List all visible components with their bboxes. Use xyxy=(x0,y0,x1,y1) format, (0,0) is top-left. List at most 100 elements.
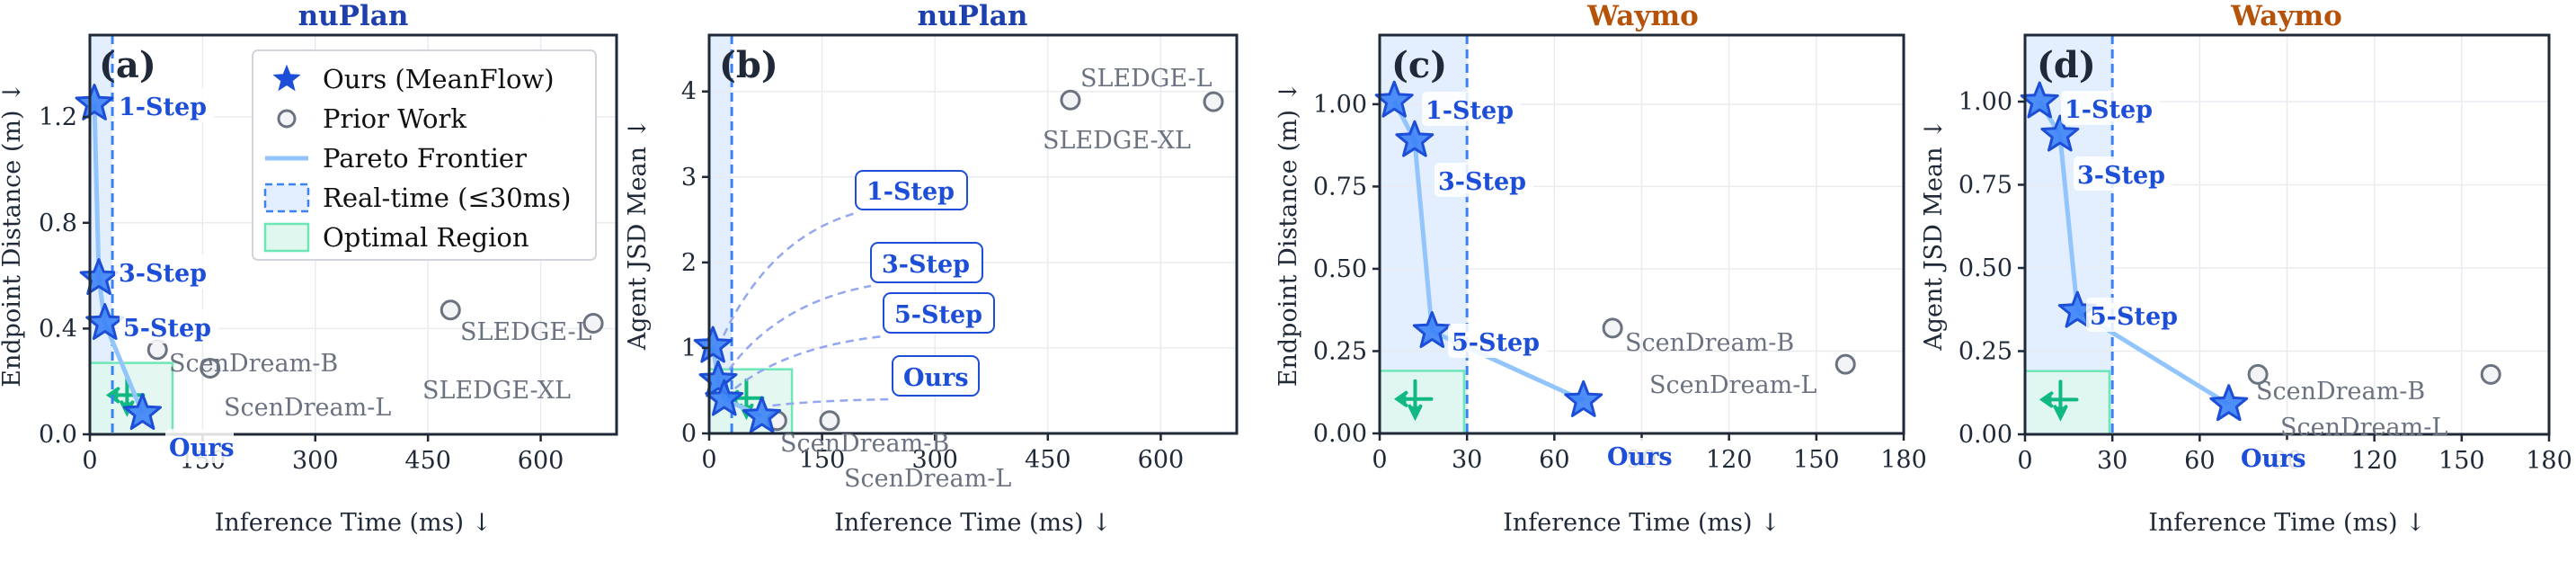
panel-tag: (a) xyxy=(99,44,156,86)
step-label-bg xyxy=(2074,156,2172,191)
callout-box xyxy=(855,170,968,210)
y-tick-label: 0.25 xyxy=(1313,337,1367,365)
prior-work-circle-icon xyxy=(819,410,840,432)
x-axis-label: Inference Time (ms) ↓ xyxy=(2148,509,2426,537)
y-tick-label: 0 xyxy=(681,420,697,448)
x-tick-label: 30 xyxy=(2097,447,2127,475)
step-label-bg xyxy=(2237,440,2305,474)
legend-optimal-icon xyxy=(263,222,310,253)
prior-work-label: ScenDream-B xyxy=(169,350,338,378)
legend-realtime-icon xyxy=(263,183,310,213)
axes-frame xyxy=(707,33,1239,435)
step-label: Ours xyxy=(1607,443,1673,471)
step-label-bg xyxy=(1435,163,1533,197)
optimal-region xyxy=(1378,370,1466,435)
y-tick-label: 1.2 xyxy=(39,103,77,131)
prior-work-circle-icon xyxy=(2480,363,2501,385)
y-axis-label: Endpoint Distance (m) ↓ xyxy=(0,82,26,387)
y-tick-label: 1.00 xyxy=(1313,91,1367,119)
step-label: Ours xyxy=(2241,445,2306,473)
pareto-frontier-line xyxy=(2038,100,2231,406)
ours-star-icon xyxy=(1395,120,1435,157)
y-tick-label: 0.75 xyxy=(1313,173,1367,201)
x-tick-label: 180 xyxy=(1880,446,1927,474)
prior-work-label: SLEDGE-XL xyxy=(1043,127,1191,155)
prior-work-circle-icon xyxy=(440,299,461,321)
step-label: 5-Step xyxy=(2090,303,2178,331)
x-tick-label: 60 xyxy=(1539,446,1569,474)
step-label: 5-Step xyxy=(1452,329,1540,357)
step-label-bg xyxy=(115,254,214,289)
step-label-bg xyxy=(2061,91,2160,125)
legend-item-label: Ours (MeanFlow) xyxy=(323,64,555,94)
x-tick-label: 120 xyxy=(2351,447,2398,475)
x-axis-label: Inference Time (ms) ↓ xyxy=(1503,509,1781,537)
prior-work-circle-icon xyxy=(1203,91,1224,112)
legend-box xyxy=(252,49,597,261)
callout-box xyxy=(892,355,980,397)
prior-work-circle-icon xyxy=(1602,317,1623,339)
prior-work-label: ScenDream-L xyxy=(2280,414,2447,442)
step-label: 5-Step xyxy=(123,315,211,343)
callout-box xyxy=(870,242,983,283)
panel-title: nuPlan xyxy=(298,0,409,32)
step-label: 3-Step xyxy=(882,251,970,279)
x-tick-label: 0 xyxy=(2017,447,2032,475)
ours-star-icon xyxy=(698,360,738,397)
legend-item-label: Prior Work xyxy=(323,103,466,134)
prior-work-circle-icon xyxy=(2247,363,2269,385)
panel-tag: (d) xyxy=(2037,44,2096,86)
ours-star-icon xyxy=(85,303,125,340)
step-label: 3-Step xyxy=(2077,162,2165,190)
x-tick-label: 0 xyxy=(701,446,716,474)
x-tick-label: 150 xyxy=(2438,447,2485,475)
x-axis-label: Inference Time (ms) ↓ xyxy=(215,509,493,537)
optimal-region xyxy=(2023,370,2111,436)
arrow-left-head xyxy=(2039,391,2054,408)
y-tick-label: 0.50 xyxy=(1313,255,1367,283)
callout-box xyxy=(883,292,995,334)
x-tick-label: 150 xyxy=(799,446,846,474)
arrow-down-head xyxy=(1408,404,1423,422)
y-tick-label: 4 xyxy=(681,78,697,106)
step-label-bg xyxy=(1422,92,1521,126)
ours-star-icon xyxy=(693,326,733,363)
prior-work-label: SLEDGE-L xyxy=(460,318,592,346)
panel-title: Waymo xyxy=(2230,0,2342,32)
prior-work-label: ScenDream-B xyxy=(780,430,949,458)
x-tick-label: 180 xyxy=(2526,447,2572,475)
optimal-arrow-icon xyxy=(2039,379,2079,422)
panel-tag: (c) xyxy=(1391,44,1447,86)
pareto-frontier-line xyxy=(92,103,145,415)
step-label: 5-Step xyxy=(894,301,982,329)
panel-tag: (b) xyxy=(719,44,778,86)
callout-leader-line xyxy=(728,284,872,370)
step-label: 3-Step xyxy=(1438,168,1526,196)
prior-work-label: SLEDGE-XL xyxy=(422,377,571,405)
step-label-bg xyxy=(1603,438,1672,472)
y-tick-label: 0.75 xyxy=(1959,172,2012,200)
x-tick-label: 450 xyxy=(1025,446,1071,474)
y-tick-label: 0.0 xyxy=(39,421,77,449)
legend-circle-icon xyxy=(277,109,297,129)
step-label-bg xyxy=(2086,298,2185,332)
ours-star-icon xyxy=(2209,384,2249,422)
prior-work-label: ScenDream-L xyxy=(1649,371,1817,399)
y-tick-label: 0.00 xyxy=(1959,421,2012,449)
step-label-bg xyxy=(1448,324,1547,358)
y-axis-label: Endpoint Distance (m) ↓ xyxy=(1275,82,1302,387)
arrow-down-head xyxy=(2053,405,2068,422)
optimal-region xyxy=(88,361,174,436)
axes-frame xyxy=(88,33,618,436)
ours-star-icon xyxy=(2040,114,2080,152)
panel-title: Waymo xyxy=(1586,0,1699,32)
legend: Ours (MeanFlow) Prior Work Pareto Frontier… xyxy=(252,49,597,261)
panel-title: nuPlan xyxy=(918,0,1028,32)
arrow-left-head xyxy=(1393,390,1408,407)
subplot-d: 03060901201501800.000.250.500.751.00Infe… xyxy=(1920,0,2572,537)
step-label: Ours xyxy=(903,364,969,392)
ours-star-icon xyxy=(123,393,162,430)
subplot-b: 0 150 300 450 600 0 1 2 3 4 Inference Time (ms) ↓ A… xyxy=(624,0,1239,537)
